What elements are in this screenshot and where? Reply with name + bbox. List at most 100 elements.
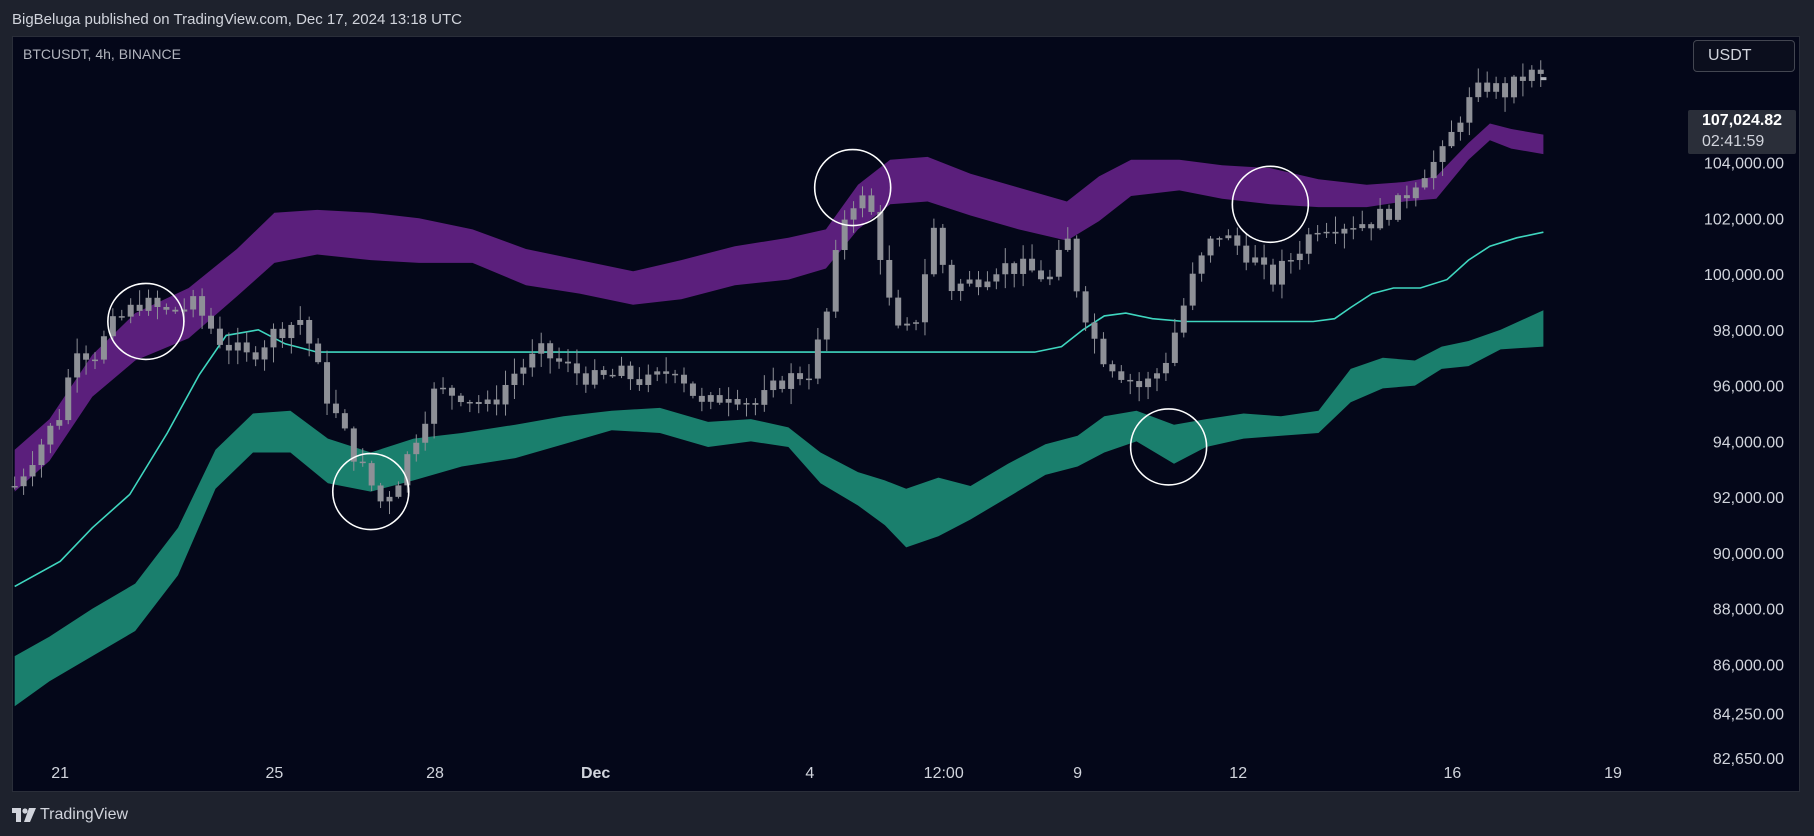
- top-bar: BigBeluga published on TradingView.com, …: [0, 0, 1814, 36]
- candle-body: [663, 371, 670, 374]
- candle-body: [1448, 131, 1455, 147]
- tradingview-brand[interactable]: TradingView: [40, 806, 129, 823]
- candle-body: [654, 371, 661, 375]
- highlight-circle: [331, 452, 410, 531]
- candle-body: [1430, 161, 1437, 179]
- candle-body: [145, 297, 152, 311]
- candle-body: [109, 316, 116, 337]
- candle-body: [984, 281, 991, 288]
- candle-body: [190, 296, 197, 310]
- x-axis[interactable]: 21 25 28 Dec 4 12:00 9 12 16 19: [51, 765, 1622, 782]
- candle-body: [734, 399, 741, 405]
- x-tick-label: 12: [1229, 765, 1247, 782]
- y-tick-label: 98,000.00: [1713, 323, 1784, 340]
- candle-body: [1403, 195, 1410, 199]
- candle-body: [1127, 379, 1134, 382]
- y-tick-label: 88,000.00: [1713, 602, 1784, 619]
- symbol-title[interactable]: BTCUSDT, 4h, BINANCE: [23, 46, 181, 62]
- candle-body: [547, 343, 554, 359]
- candle-body: [493, 399, 500, 405]
- candle-body: [1145, 378, 1152, 388]
- candle-body: [1270, 264, 1277, 285]
- candle-body: [529, 353, 536, 368]
- candle-body: [431, 388, 438, 424]
- candle-body: [29, 465, 36, 477]
- candle-body: [1484, 82, 1491, 92]
- candle-body: [823, 311, 830, 340]
- candle-body: [74, 353, 81, 378]
- candle-body: [921, 274, 928, 323]
- candle-body: [841, 219, 848, 251]
- candle-body: [1314, 232, 1321, 235]
- candle-body: [761, 390, 768, 405]
- candle-body: [413, 442, 420, 455]
- candle-body: [957, 283, 964, 292]
- candle-body: [466, 401, 473, 404]
- candle-body: [645, 374, 652, 385]
- last-price-marker: [1540, 77, 1547, 81]
- candle-body: [136, 304, 143, 311]
- chart-frame[interactable]: [12, 36, 1800, 792]
- candle-body: [83, 353, 90, 360]
- candle-body: [636, 379, 643, 385]
- candle-body: [502, 384, 509, 405]
- last-price-value: 107,024.82: [1702, 112, 1783, 129]
- candle-body: [975, 279, 982, 288]
- candle-body: [788, 373, 795, 389]
- candle-body: [770, 380, 777, 391]
- candle-body: [1207, 238, 1214, 256]
- candle-body: [948, 264, 955, 292]
- tradingview-logo-icon[interactable]: [12, 808, 36, 822]
- candle-body: [243, 342, 250, 353]
- candle-body: [1100, 338, 1107, 365]
- candle-body: [689, 383, 696, 396]
- candle-body: [1109, 364, 1116, 372]
- candle-body: [600, 370, 607, 375]
- candle-body: [270, 328, 277, 348]
- candle-body: [1046, 276, 1053, 280]
- candle-body: [377, 485, 384, 502]
- candle-body: [368, 463, 375, 486]
- candle-body: [859, 195, 866, 209]
- candle-body: [404, 454, 411, 486]
- candle-body: [288, 324, 295, 339]
- candle-body: [1180, 305, 1187, 333]
- x-tick-label: 19: [1604, 765, 1622, 782]
- candle-body: [56, 420, 63, 426]
- candle-body: [47, 425, 54, 445]
- candle-body: [1502, 83, 1509, 98]
- candle-body: [324, 362, 331, 404]
- candle-body: [341, 413, 348, 429]
- candle-body: [877, 211, 884, 260]
- candle-body: [127, 304, 134, 317]
- candle-body: [306, 319, 313, 344]
- candle-body: [208, 315, 215, 329]
- candle-body: [993, 274, 1000, 282]
- candle-body: [1510, 76, 1517, 98]
- candle-body: [448, 387, 455, 396]
- candle-body: [1261, 257, 1268, 265]
- candle-body: [1011, 263, 1018, 274]
- highlight-circle: [813, 148, 892, 227]
- candle-body: [707, 395, 714, 402]
- candle-body: [1466, 97, 1473, 123]
- candle-body: [1136, 381, 1143, 388]
- candle-body: [814, 339, 821, 379]
- last-price-label: 107,024.82 02:41:59: [1688, 110, 1796, 154]
- candle-body: [1439, 146, 1446, 162]
- candle-body: [1350, 228, 1357, 230]
- y-tick-label: 84,250.00: [1713, 706, 1784, 723]
- candle-body: [1002, 263, 1009, 275]
- candle-body: [1055, 249, 1062, 277]
- lower-band: [14, 310, 1544, 707]
- candle-body: [716, 395, 723, 403]
- y-axis[interactable]: 104,000.00 102,000.00 100,000.00 98,000.00 9…: [1704, 156, 1784, 768]
- publisher-line: BigBeluga published on TradingView.com, …: [12, 11, 463, 28]
- x-tick-label: 16: [1443, 765, 1461, 782]
- candle-body: [681, 374, 688, 384]
- basis-line-group: [14, 231, 1544, 588]
- candle-body: [913, 322, 920, 324]
- candle-body: [118, 316, 125, 318]
- currency-selector[interactable]: USDT: [1693, 40, 1795, 72]
